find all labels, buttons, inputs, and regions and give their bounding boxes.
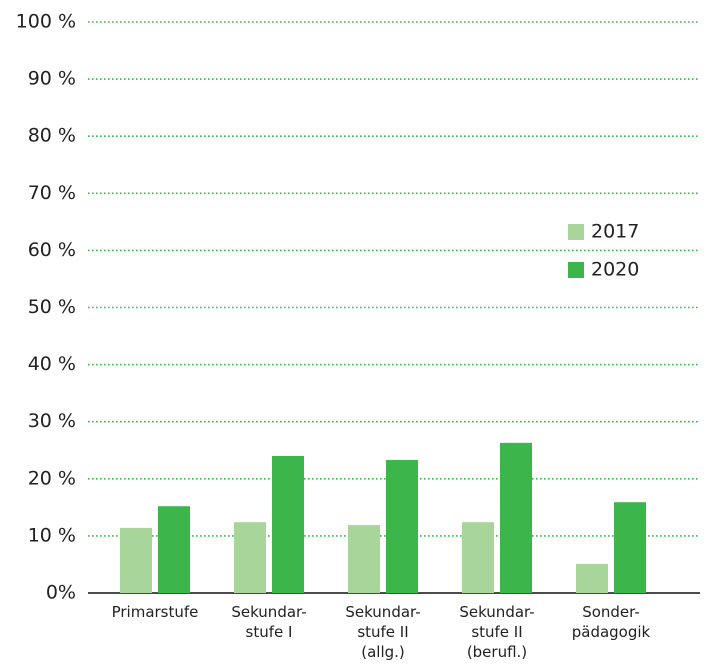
bar <box>386 459 418 593</box>
x-tick-label: Sekundar-stufe II (allg.) <box>345 603 420 661</box>
y-tick-label: 10 % <box>28 524 76 546</box>
bar <box>576 563 608 593</box>
x-tick-label: Sonder-pädagogik <box>572 603 651 641</box>
y-tick-label: 40 % <box>28 353 76 375</box>
y-tick-label: 20 % <box>28 467 76 489</box>
legend-swatch <box>568 224 584 240</box>
y-tick-label: 70 % <box>28 182 76 204</box>
bar <box>272 455 304 593</box>
legend-label: 2020 <box>591 259 639 281</box>
y-tick-label: 100 % <box>16 11 76 33</box>
y-tick-label: 30 % <box>28 410 76 432</box>
y-tick-label: 90 % <box>28 68 76 90</box>
bar <box>462 522 494 593</box>
bar <box>614 502 646 593</box>
bar <box>500 442 532 593</box>
y-tick-label: 60 % <box>28 239 76 261</box>
bar <box>158 506 190 593</box>
legend-swatch <box>568 262 584 278</box>
x-tick-label: Primarstufe <box>112 603 199 621</box>
legend-label: 2017 <box>591 221 639 243</box>
y-tick-label: 80 % <box>28 125 76 147</box>
bar <box>348 525 380 593</box>
bar <box>234 522 266 593</box>
bar <box>120 527 152 593</box>
y-tick-label: 0% <box>46 582 76 604</box>
x-tick-label: Sekundar-stufe I <box>231 603 306 641</box>
y-tick-label: 50 % <box>28 296 76 318</box>
x-tick-label: Sekundar-stufe II (berufl.) <box>459 603 534 661</box>
